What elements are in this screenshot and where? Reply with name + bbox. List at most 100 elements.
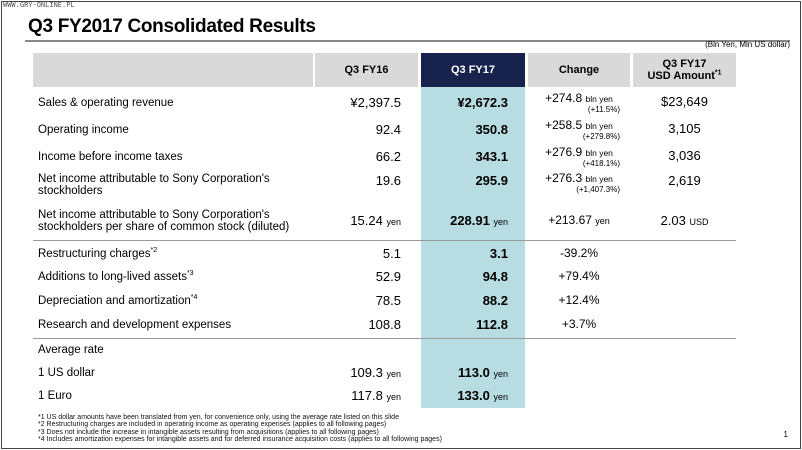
value-fy17: 343.1 (475, 149, 508, 164)
change-value: -39.2% (559, 246, 599, 260)
change-value: +258.5 (545, 118, 583, 132)
unit-label: yen (386, 217, 401, 227)
page-number: 1 (783, 430, 788, 439)
value-fy16-number: 117.8 (351, 388, 383, 403)
row-label: Restructuring charges*2 (38, 247, 158, 260)
value-usd: 3,036 (668, 148, 701, 163)
footnote: *4 Includes amortization expenses for in… (38, 436, 442, 444)
value-usd: $23,649 (661, 94, 708, 109)
change-pct: (+418.1%) (582, 159, 620, 168)
value-fy17: ¥2,672.3 (457, 95, 508, 110)
change-value: +276.9 (545, 145, 583, 159)
value-fy17-number: 113.0 (458, 365, 490, 380)
value-usd: 2,619 (668, 173, 701, 188)
change-value: +276.3 (545, 171, 583, 185)
change-value: +213.67 (548, 213, 592, 227)
change-unit: yen (595, 216, 610, 226)
value-fy16: 117.8 yen (351, 388, 401, 403)
change-unit: bln yen (585, 121, 613, 131)
value-fy16: 109.3 yen (350, 365, 401, 380)
value-fy17: 112.8 (476, 317, 508, 332)
row-label: Additions to long-lived assets*3 (38, 270, 194, 283)
row-label: Sales & operating revenue (38, 97, 174, 109)
value-fy17: 94.8 (482, 269, 508, 284)
value-fy17-number: 228.91 (450, 213, 490, 228)
header-usd-line1: Q3 FY17 (662, 58, 707, 70)
unit-label: yen (493, 369, 508, 379)
header-label-cell (33, 53, 313, 87)
row-label-text: Restructuring charges (38, 248, 151, 260)
row-label: Income before income taxes (38, 151, 183, 163)
value-usd: 3,105 (668, 121, 701, 136)
value-fy17: 295.9 (475, 173, 508, 188)
row-label: Depreciation and amortization*4 (38, 294, 198, 307)
header-fy16: Q3 FY16 (315, 53, 418, 87)
footnote: *2 Restructuring charges are included in… (38, 421, 387, 429)
value-fy16: 15.24 yen (350, 213, 401, 228)
change-unit: bln yen (585, 148, 613, 158)
value-fy17: 88.2 (482, 293, 508, 308)
change-value: +79.4% (558, 269, 600, 283)
value-usd: 2.03 USD (633, 213, 736, 228)
value-fy16: 5.1 (382, 246, 401, 261)
change-value: +12.4% (558, 293, 600, 307)
section-divider (33, 240, 736, 241)
change-pct: (+11.5%) (587, 105, 620, 114)
header-usd: Q3 FY17 USD Amount*1 (633, 53, 736, 87)
title-divider (25, 40, 790, 42)
unit-label: yen (493, 217, 508, 227)
row-label-text: Additions to long-lived assets (38, 271, 187, 283)
value-fy17: 133.0 yen (457, 388, 508, 403)
row-label: 1 Euro (38, 390, 72, 402)
value-fy17: 350.8 (475, 122, 508, 137)
value-fy16-number: 15.24 (350, 213, 383, 228)
change-cell: +258.5 bln yen (+279.8%) (530, 118, 628, 141)
unit-note: (Bln Yen, Mln US dollar) (705, 40, 790, 49)
footnote-ref: *3 (186, 270, 194, 278)
row-label: Net income attributable to Sony Corporat… (38, 173, 270, 197)
row-label-line1: Net income attributable to Sony Corporat… (38, 209, 270, 221)
value-fy17-number: 133.0 (457, 388, 490, 403)
value-fy16: 19.6 (375, 173, 401, 188)
row-label: Net income attributable to Sony Corporat… (38, 209, 289, 233)
header-usd-sup: *1 (714, 69, 722, 77)
value-fy17: 3.1 (489, 246, 508, 261)
footnote-ref: *4 (190, 294, 198, 302)
row-label-line1: Net income attributable to Sony Corporat… (38, 173, 270, 185)
value-fy16: 78.5 (375, 293, 401, 308)
unit-label: USD (689, 217, 709, 227)
unit-label: yen (493, 392, 508, 402)
row-label: Research and development expenses (38, 319, 232, 331)
value-fy16: 66.2 (375, 149, 401, 164)
value-usd-number: 2.03 (660, 213, 686, 228)
row-label-line2: stockholders (38, 185, 103, 197)
page-title: Q3 FY2017 Consolidated Results (28, 16, 316, 37)
footnotes: *1 US dollar amounts have been translate… (38, 414, 442, 444)
change-unit: bln yen (585, 94, 613, 104)
section-divider (33, 338, 736, 339)
value-fy16: ¥2,397.5 (350, 95, 401, 110)
change-cell: +276.3 bln yen (+1,407.3%) (530, 171, 628, 194)
value-fy17: 228.91 yen (450, 213, 508, 228)
header-usd-line2: USD Amount (647, 70, 715, 82)
change-pct: (+279.8%) (582, 132, 620, 141)
change-pct: (+1,407.3%) (576, 185, 620, 194)
row-label-text: Depreciation and amortization (38, 295, 191, 307)
row-label: 1 US dollar (38, 367, 95, 379)
header-change: Change (528, 53, 630, 87)
value-fy16-number: 109.3 (350, 365, 383, 380)
change-cell: +213.67 yen (530, 213, 628, 227)
footnote-ref: *2 (150, 247, 158, 255)
footnote: *3 Does not include the increase in inta… (38, 428, 379, 436)
change-value: +274.8 (545, 91, 583, 105)
change-value: +3.7% (561, 317, 597, 331)
value-fy16: 108.8 (368, 317, 401, 332)
rate-heading: Average rate (38, 344, 104, 356)
footnote: *1 US dollar amounts have been translate… (38, 414, 399, 421)
change-cell: +274.8 bln yen (+11.5%) (530, 91, 628, 114)
unit-label: yen (386, 392, 401, 402)
header-fy17: Q3 FY17 (421, 53, 525, 87)
row-label: Operating income (38, 124, 129, 136)
watermark: WWW.GRY-ONLINE.PL (3, 1, 75, 9)
